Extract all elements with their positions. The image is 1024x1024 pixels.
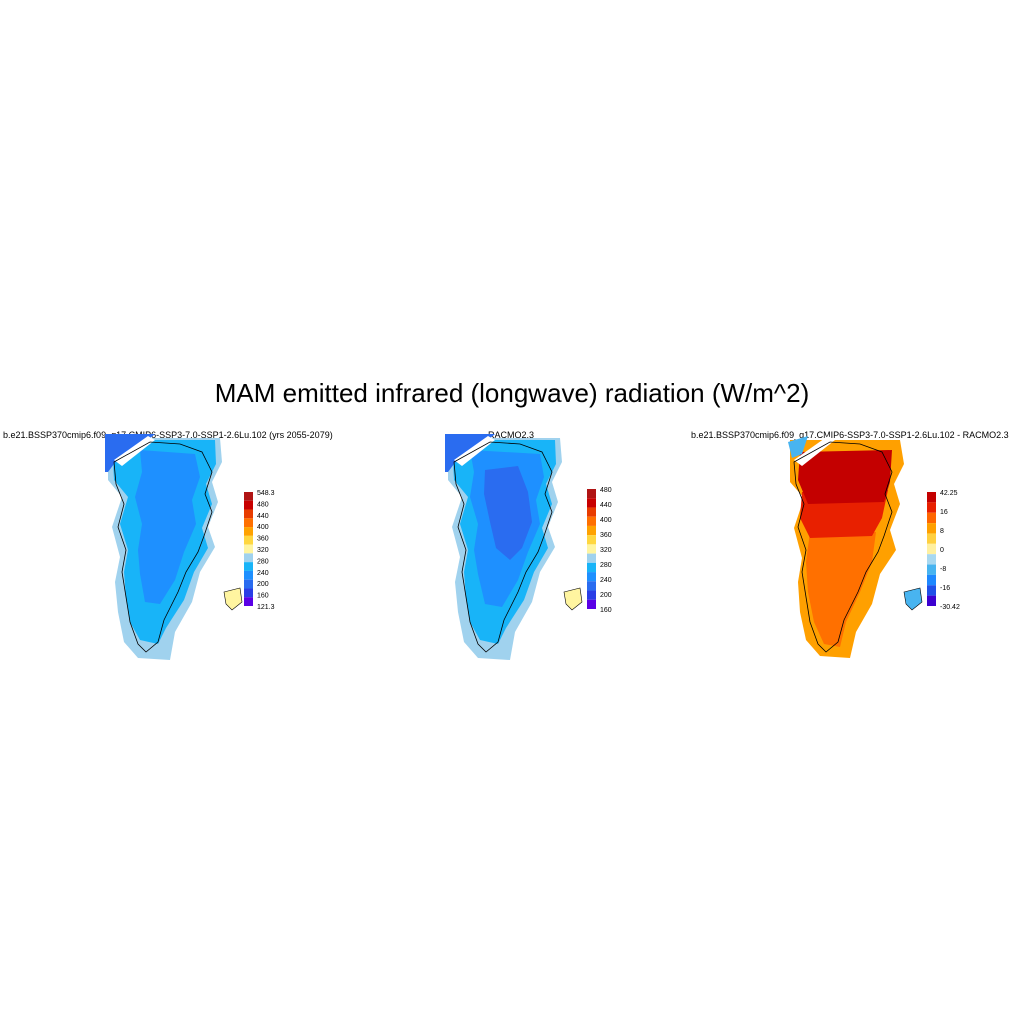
colorbar-1-tick-label: 480: [257, 501, 269, 508]
panel-3-map: [788, 436, 923, 658]
colorbar-2-labels: 480 440 400 360 320 280 240 200 160: [600, 487, 612, 614]
colorbar-1-box: [244, 553, 253, 563]
colorbar-2-tick-label: 360: [600, 532, 612, 539]
colorbar-1-box: [244, 500, 253, 510]
colorbar-2-box: [587, 581, 596, 591]
colorbar-1-box: [244, 588, 253, 598]
colorbar-1-tick-label: 400: [257, 524, 269, 531]
colorbar-2-box: [587, 590, 596, 600]
colorbar-2-box: [587, 572, 596, 582]
iceland-shape: [903, 587, 923, 611]
colorbar-2-box: [587, 507, 596, 517]
colorbar-2-tick-label: 240: [600, 577, 612, 584]
colorbar-2-tick-label: 440: [600, 502, 612, 509]
colorbar-1-box: [244, 518, 253, 528]
colorbar-1-box: [244, 492, 253, 501]
colorbar-2-box: [587, 535, 596, 545]
diff-south: [806, 532, 876, 647]
colorbar-3-box: [927, 554, 936, 565]
colorbar-2-tick-label: 400: [600, 517, 612, 524]
coastline: [453, 441, 553, 653]
colorbar-1-box: [244, 509, 253, 519]
colorbar-1-labels: 548.3 480 440 400 360 320 280 240 200 160 121.3: [257, 490, 275, 611]
greenland-summit-zone: [484, 466, 532, 560]
panel-2-colorbar: 480 440 400 360 320 280 240 200 160: [587, 487, 612, 614]
colorbar-1-tick-label: 160: [257, 593, 269, 600]
colorbar-3-box: [927, 543, 936, 555]
colorbar-2-box: [587, 599, 596, 609]
diff-northwest-blue: [788, 436, 808, 458]
colorbar-3-box: [927, 492, 936, 503]
colorbar-1-tick-label: 200: [257, 581, 269, 588]
colorbar-1-tick-label: 240: [257, 570, 269, 577]
colorbar-2-tick-label: 480: [600, 487, 612, 494]
ellesmere-corner: [105, 434, 155, 472]
colorbar-2-box: [587, 498, 596, 508]
colorbar-2-box: [587, 525, 596, 536]
colorbar-1-tick-label: 121.3: [257, 604, 275, 611]
colorbar-2-box: [587, 562, 596, 573]
colorbar-3-box: [927, 523, 936, 534]
colorbar-3-tick-label: 8: [940, 528, 944, 535]
colorbar-3-box: [927, 502, 936, 513]
diff-north: [798, 450, 892, 504]
colorbar-2-boxes: [587, 489, 596, 609]
colorbar-2-tick-label: 160: [600, 607, 612, 614]
coastline: [793, 441, 893, 653]
colorbar-1-box: [244, 562, 253, 571]
colorbar-3-box: [927, 533, 936, 544]
colorbar-3-labels: 42.25 16 8 0 -8 -16 -30.42: [940, 490, 960, 611]
colorbar-1-box: [244, 570, 253, 580]
panel-1-title: b.e21.BSSP370cmip6.f09_g17.CMIP6-SSP3-7.…: [3, 430, 333, 440]
colorbar-2-tick-label: 280: [600, 562, 612, 569]
colorbar-2-tick-label: 200: [600, 592, 612, 599]
panel-1-colorbar: 548.3 480 440 400 360 320 280 240 200 160 121.3: [244, 490, 275, 611]
colorbar-2-box: [587, 553, 596, 563]
panel-3-title: b.e21.BSSP370cmip6.f09_g17.CMIP6-SSP3-7.…: [691, 430, 1009, 440]
coastline: [113, 441, 213, 653]
colorbar-1-tick-label: 360: [257, 536, 269, 543]
colorbar-1-boxes: [244, 492, 253, 606]
colorbar-3-box: [927, 574, 936, 586]
colorbar-1-tick-label: 280: [257, 558, 269, 565]
colorbar-1-box: [244, 527, 253, 536]
colorbar-1-box: [244, 544, 253, 554]
colorbar-3-tick-label: 42.25: [940, 490, 958, 497]
colorbar-3-tick-label: 16: [940, 509, 948, 516]
greenland-interior: [135, 450, 200, 604]
iceland-shape: [223, 587, 243, 611]
iceland-shape: [563, 587, 583, 611]
panel-3-colorbar: 42.25 16 8 0 -8 -16 -30.42: [927, 490, 960, 611]
panel-2-map: [445, 434, 583, 660]
colorbar-3-box: [927, 585, 936, 596]
colorbar-3-box: [927, 564, 936, 575]
colorbar-1-tick-label: 440: [257, 513, 269, 520]
colorbar-3-box: [927, 595, 936, 606]
figure-title: MAM emitted infrared (longwave) radiatio…: [214, 378, 810, 408]
colorbar-2-box: [587, 516, 596, 526]
colorbar-3-boxes: [927, 492, 936, 606]
colorbar-2-box: [587, 544, 596, 554]
colorbar-1-box: [244, 579, 253, 589]
ellesmere-corner: [445, 434, 495, 472]
colorbar-2-tick-label: 320: [600, 547, 612, 554]
colorbar-2-box: [587, 489, 596, 499]
colorbar-1-tick-label: 320: [257, 547, 269, 554]
colorbar-3-tick-label: -16: [940, 585, 950, 592]
colorbar-3-box: [927, 512, 936, 524]
colorbar-1-box: [244, 535, 253, 545]
colorbar-3-tick-label: -8: [940, 566, 946, 573]
colorbar-3-tick-label: 0: [940, 547, 944, 554]
panel-2-title: RACMO2.3: [488, 430, 535, 440]
panel-1-map: [105, 434, 243, 660]
colorbar-1-tick-label: 548.3: [257, 490, 275, 497]
colorbar-3-tick-label: -30.42: [940, 604, 960, 611]
colorbar-1-box: [244, 597, 253, 606]
